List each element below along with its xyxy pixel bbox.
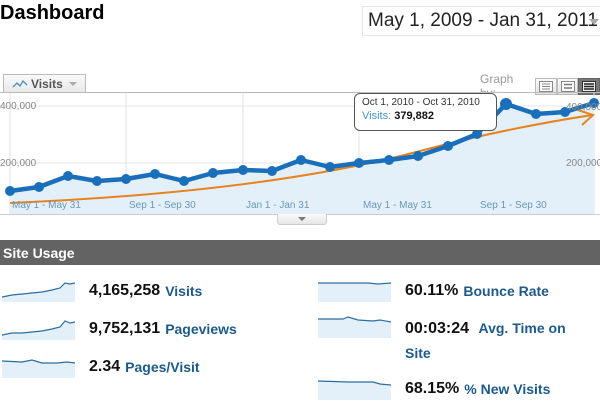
stat-value: 00:03:24 bbox=[405, 320, 470, 337]
line-chart-icon bbox=[12, 79, 28, 88]
stat-link-bounce-rate[interactable]: Bounce Rate bbox=[463, 283, 549, 299]
chevron-down-icon bbox=[298, 217, 306, 221]
x-axis-label: Sep 1 - Sep 30 bbox=[129, 200, 196, 211]
chart-tooltip: Oct 1, 2010 - Oct 31, 2010 Visits: 379,8… bbox=[354, 93, 497, 131]
y-axis-label-right-top: 400,000 bbox=[566, 102, 600, 113]
y-axis-label-right-mid: 200,000 bbox=[566, 158, 600, 169]
stat-value: 4,165,258 bbox=[89, 282, 161, 299]
x-axis-label: May 1 - May 31 bbox=[12, 200, 81, 211]
stat-visits: 4,165,258 Visits bbox=[2, 280, 202, 302]
tooltip-date: Oct 1, 2010 - Oct 31, 2010 bbox=[362, 97, 480, 108]
date-range-text: May 1, 2009 - Jan 31, 2011 bbox=[368, 10, 598, 31]
chart-canvas bbox=[0, 93, 600, 215]
chevron-down-icon[interactable] bbox=[589, 19, 599, 25]
sparkline-pages-per-visit[interactable] bbox=[2, 356, 75, 378]
y-axis-label-left-mid: 200,000 bbox=[0, 158, 37, 169]
chevron-down-icon bbox=[68, 82, 77, 86]
graph-by-controls: Graph by: bbox=[480, 72, 600, 100]
stat-pages-per-visit: 2.34 Pages/Visit bbox=[2, 356, 200, 378]
sparkline-pageviews[interactable] bbox=[2, 318, 75, 340]
visits-line-chart[interactable]: 400,000 200,000 400,000 200,000 May 1 - … bbox=[0, 92, 600, 215]
x-axis-label: Jan 1 - Jan 31 bbox=[246, 200, 310, 211]
stat-link-pageviews[interactable]: Pageviews bbox=[165, 321, 237, 337]
list-icon bbox=[560, 80, 575, 92]
list-icon bbox=[582, 80, 597, 92]
y-axis-label-left-top: 400,000 bbox=[0, 101, 37, 112]
graph-by-week-button[interactable] bbox=[556, 77, 579, 95]
stat-link-avg-time-cont[interactable]: Site bbox=[405, 345, 431, 361]
stat-avg-time-on-site: 00:03:24 Avg. Time on Site bbox=[318, 316, 585, 366]
stat-value: 2.34 bbox=[89, 358, 121, 375]
x-axis-label: Sep 1 - Sep 30 bbox=[480, 200, 547, 211]
metric-selector-label: Visits bbox=[31, 77, 63, 91]
stat-link-visits[interactable]: Visits bbox=[165, 283, 203, 299]
stat-bounce-rate: 60.11% Bounce Rate bbox=[318, 280, 549, 302]
date-range-picker[interactable]: May 1, 2009 - Jan 31, 2011 bbox=[362, 6, 600, 36]
sparkline-new-visits[interactable] bbox=[318, 378, 391, 400]
tooltip-value: 379,882 bbox=[394, 110, 434, 122]
sparkline-bounce-rate[interactable] bbox=[318, 280, 391, 302]
sparkline-visits[interactable] bbox=[2, 280, 75, 302]
site-usage-title: Site Usage bbox=[3, 244, 75, 261]
graph-by-day-button[interactable] bbox=[535, 77, 557, 95]
tooltip-metric: Visits: bbox=[362, 110, 392, 122]
stat-value: 60.11% bbox=[405, 282, 459, 299]
stat-new-visits: 68.15% % New Visits bbox=[318, 378, 550, 400]
x-axis-label: May 1 - May 31 bbox=[363, 200, 432, 211]
graph-by-month-button[interactable] bbox=[578, 77, 600, 95]
stat-value: 9,752,131 bbox=[89, 320, 161, 337]
page-title: Dashboard bbox=[0, 2, 105, 24]
stat-value: 68.15% bbox=[405, 380, 460, 397]
sparkline-avg-time[interactable] bbox=[318, 316, 391, 338]
stat-link-avg-time[interactable]: Avg. Time on bbox=[478, 320, 566, 336]
site-usage-header: Site Usage bbox=[0, 240, 600, 265]
collapse-chart-button[interactable] bbox=[277, 214, 327, 225]
stat-pageviews: 9,752,131 Pageviews bbox=[2, 318, 237, 340]
stat-link-new-visits[interactable]: % New Visits bbox=[464, 381, 551, 397]
stat-link-pages-per-visit[interactable]: Pages/Visit bbox=[125, 359, 200, 375]
list-icon bbox=[539, 80, 554, 92]
metric-selector[interactable]: Visits bbox=[3, 74, 86, 93]
